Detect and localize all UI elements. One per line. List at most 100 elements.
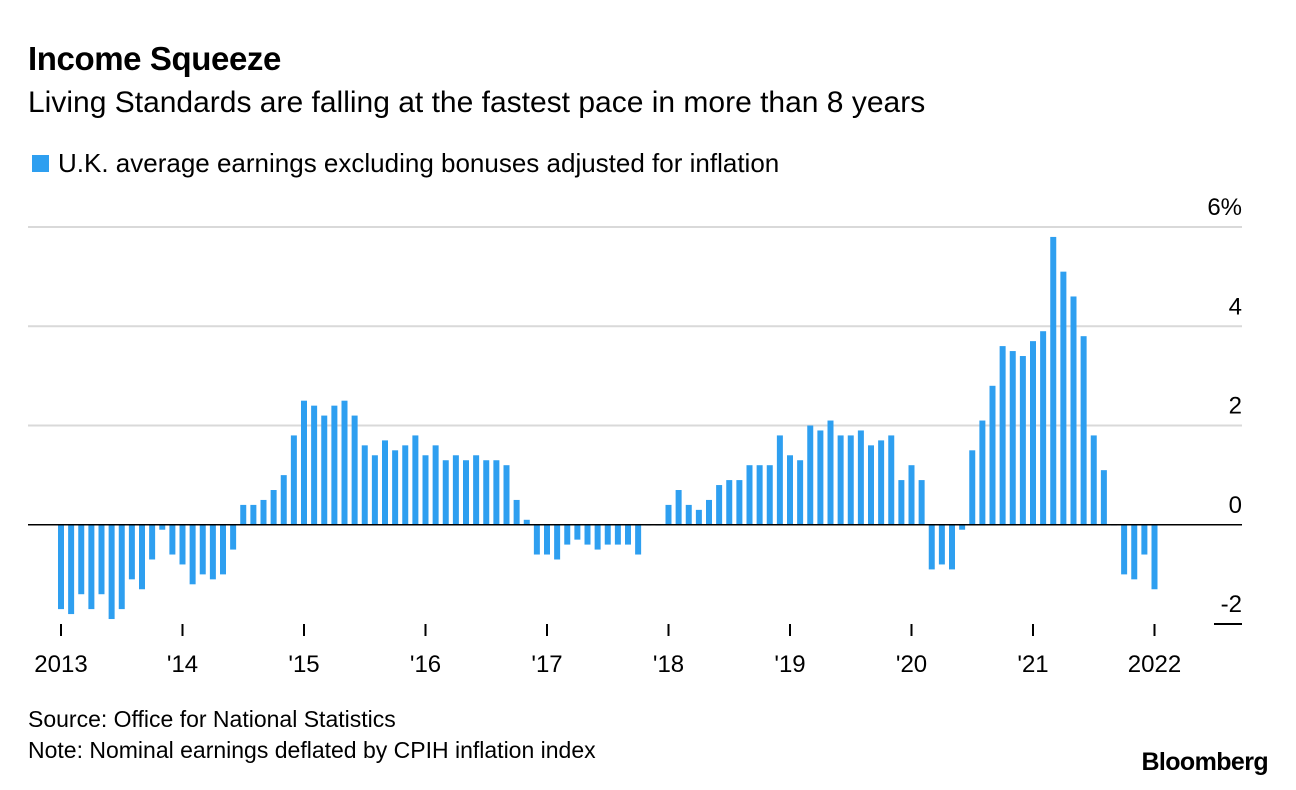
bar — [1100, 470, 1107, 525]
x-tick-label: 2022 — [1128, 651, 1181, 678]
bar — [341, 400, 348, 525]
bar — [837, 435, 844, 525]
bar — [888, 435, 895, 525]
bar — [969, 450, 976, 525]
bar — [797, 460, 804, 525]
bar — [857, 430, 864, 525]
bar — [827, 420, 834, 525]
bar — [483, 460, 490, 525]
bar — [706, 499, 712, 525]
bar — [959, 524, 966, 530]
bar — [209, 524, 216, 580]
bar — [594, 524, 601, 550]
bar — [716, 485, 723, 525]
bar — [331, 405, 338, 525]
bar — [847, 435, 854, 525]
bar — [503, 465, 510, 525]
bar — [868, 445, 874, 525]
bar — [260, 499, 267, 525]
bar — [412, 435, 419, 525]
bar — [625, 524, 631, 545]
bar — [918, 480, 925, 525]
bar — [108, 524, 115, 620]
bar — [665, 504, 672, 525]
bar — [523, 519, 530, 525]
bar — [139, 524, 145, 590]
bar — [159, 524, 166, 530]
bar — [533, 524, 540, 555]
bar — [250, 504, 257, 525]
bar — [1121, 524, 1128, 575]
bar — [574, 524, 581, 540]
bar — [766, 465, 773, 525]
bar — [949, 524, 955, 570]
bar — [1141, 524, 1148, 555]
bar — [128, 524, 135, 580]
bar — [118, 524, 125, 610]
bar — [371, 455, 378, 525]
bar — [1019, 356, 1026, 525]
legend: U.K. average earnings excluding bonuses … — [32, 148, 779, 179]
bar — [1080, 336, 1087, 525]
bar — [98, 524, 105, 595]
x-tick-label: '20 — [896, 651, 927, 678]
x-tick-label: '16 — [410, 651, 441, 678]
chart-title: Income Squeeze — [28, 40, 281, 77]
bar — [878, 440, 885, 525]
bar — [584, 524, 591, 545]
bar — [938, 524, 945, 565]
bar — [908, 465, 915, 525]
bar — [513, 499, 520, 525]
bar — [402, 445, 409, 525]
bar — [928, 524, 935, 570]
bar — [493, 460, 500, 525]
bar — [1070, 296, 1077, 525]
bar — [726, 480, 733, 525]
bar — [1009, 351, 1016, 525]
bar — [240, 504, 247, 525]
bar — [382, 440, 388, 525]
bar — [68, 524, 75, 615]
legend-label: U.K. average earnings excluding bonuses … — [58, 148, 780, 178]
bar — [989, 385, 996, 525]
bar — [1131, 524, 1138, 580]
chart-subtitle: Living Standards are falling at the fast… — [28, 86, 926, 119]
bar — [544, 524, 550, 555]
bar — [230, 524, 237, 550]
bar — [756, 465, 763, 525]
x-tick-label: '17 — [531, 651, 562, 678]
bloomberg-logo: Bloomberg — [1141, 748, 1268, 776]
y-tick-label: -2 — [1221, 591, 1242, 618]
bar — [1060, 271, 1067, 525]
bar — [351, 415, 358, 525]
bar — [88, 524, 95, 610]
bar — [442, 460, 449, 525]
bar — [149, 524, 156, 560]
bar — [675, 490, 682, 525]
bar — [321, 415, 328, 525]
bar — [199, 524, 206, 575]
bar — [898, 480, 905, 525]
bar — [736, 480, 743, 525]
x-tick-label: 2013 — [34, 651, 87, 678]
bar — [220, 524, 226, 575]
bar — [290, 435, 297, 525]
bar — [776, 435, 783, 525]
y-tick-label: 6% — [1207, 194, 1242, 221]
bar — [58, 524, 64, 610]
bar — [463, 460, 469, 525]
x-tick-label: '19 — [774, 651, 805, 678]
bar — [179, 524, 186, 565]
bar — [787, 455, 793, 525]
bar — [301, 400, 307, 525]
bar — [746, 465, 753, 525]
methodology-note: Note: Nominal earnings deflated by CPIH … — [28, 737, 596, 763]
bar — [422, 455, 429, 525]
bar — [1050, 236, 1057, 525]
bar — [817, 430, 824, 525]
bar — [270, 490, 277, 525]
x-tick-label: '15 — [288, 651, 319, 678]
bar — [432, 445, 439, 525]
y-tick-label: 2 — [1229, 393, 1242, 420]
